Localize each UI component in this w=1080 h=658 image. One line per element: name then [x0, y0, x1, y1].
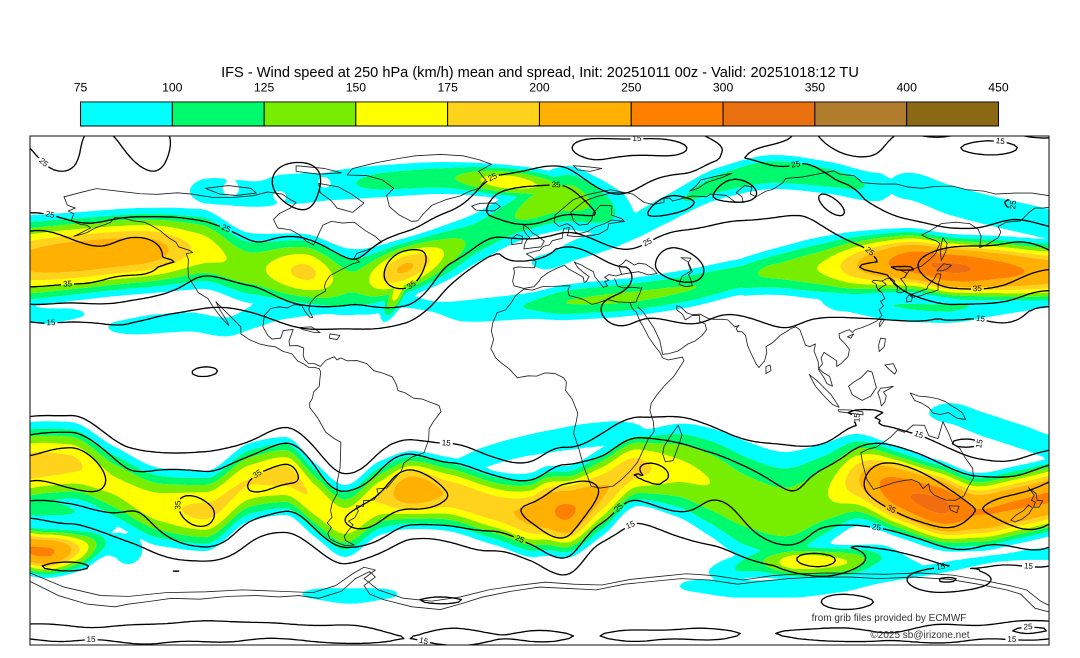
svg-text:25: 25 — [486, 171, 499, 183]
svg-text:25: 25 — [1008, 199, 1018, 209]
svg-text:15: 15 — [975, 314, 986, 324]
svg-text:35: 35 — [973, 284, 983, 293]
svg-text:15: 15 — [995, 136, 1006, 146]
svg-text:25: 25 — [791, 159, 802, 170]
svg-text:25: 25 — [514, 533, 526, 545]
svg-text:15: 15 — [624, 519, 636, 531]
svg-text:15: 15 — [974, 438, 985, 449]
svg-text:125: 125 — [254, 80, 275, 94]
svg-text:©2025 sb@irizone.net: ©2025 sb@irizone.net — [870, 630, 969, 641]
svg-text:35: 35 — [173, 500, 182, 510]
svg-text:15: 15 — [1024, 561, 1034, 571]
svg-text:15: 15 — [1007, 635, 1017, 644]
svg-text:15: 15 — [632, 134, 642, 143]
svg-text:250: 250 — [621, 80, 642, 94]
svg-text:15: 15 — [913, 429, 925, 441]
svg-text:200: 200 — [529, 80, 550, 94]
svg-text:350: 350 — [805, 80, 826, 94]
svg-text:15: 15 — [87, 635, 97, 644]
svg-text:25: 25 — [1023, 622, 1033, 631]
svg-text:from grib files provided by EC: from grib files provided by ECMWF — [812, 613, 967, 624]
svg-text:400: 400 — [897, 80, 918, 94]
svg-text:25: 25 — [45, 209, 56, 220]
svg-text:150: 150 — [346, 80, 367, 94]
svg-text:15: 15 — [442, 438, 452, 447]
svg-text:35: 35 — [63, 279, 73, 289]
svg-text:100: 100 — [162, 80, 183, 94]
svg-text:15: 15 — [46, 318, 56, 327]
svg-text:75: 75 — [74, 80, 88, 94]
svg-text:35: 35 — [885, 503, 898, 515]
svg-text:15: 15 — [418, 636, 429, 647]
svg-text:25: 25 — [871, 522, 882, 532]
svg-text:300: 300 — [713, 80, 734, 94]
svg-text:IFS - Wind speed at 250 hPa (k: IFS - Wind speed at 250 hPa (km/h) mean … — [221, 65, 859, 81]
svg-text:15: 15 — [853, 413, 862, 423]
svg-text:25: 25 — [220, 223, 232, 235]
svg-text:35: 35 — [551, 180, 561, 189]
svg-text:175: 175 — [438, 80, 459, 94]
svg-text:450: 450 — [988, 80, 1009, 94]
svg-text:25: 25 — [641, 236, 654, 248]
svg-text:15: 15 — [936, 562, 947, 572]
